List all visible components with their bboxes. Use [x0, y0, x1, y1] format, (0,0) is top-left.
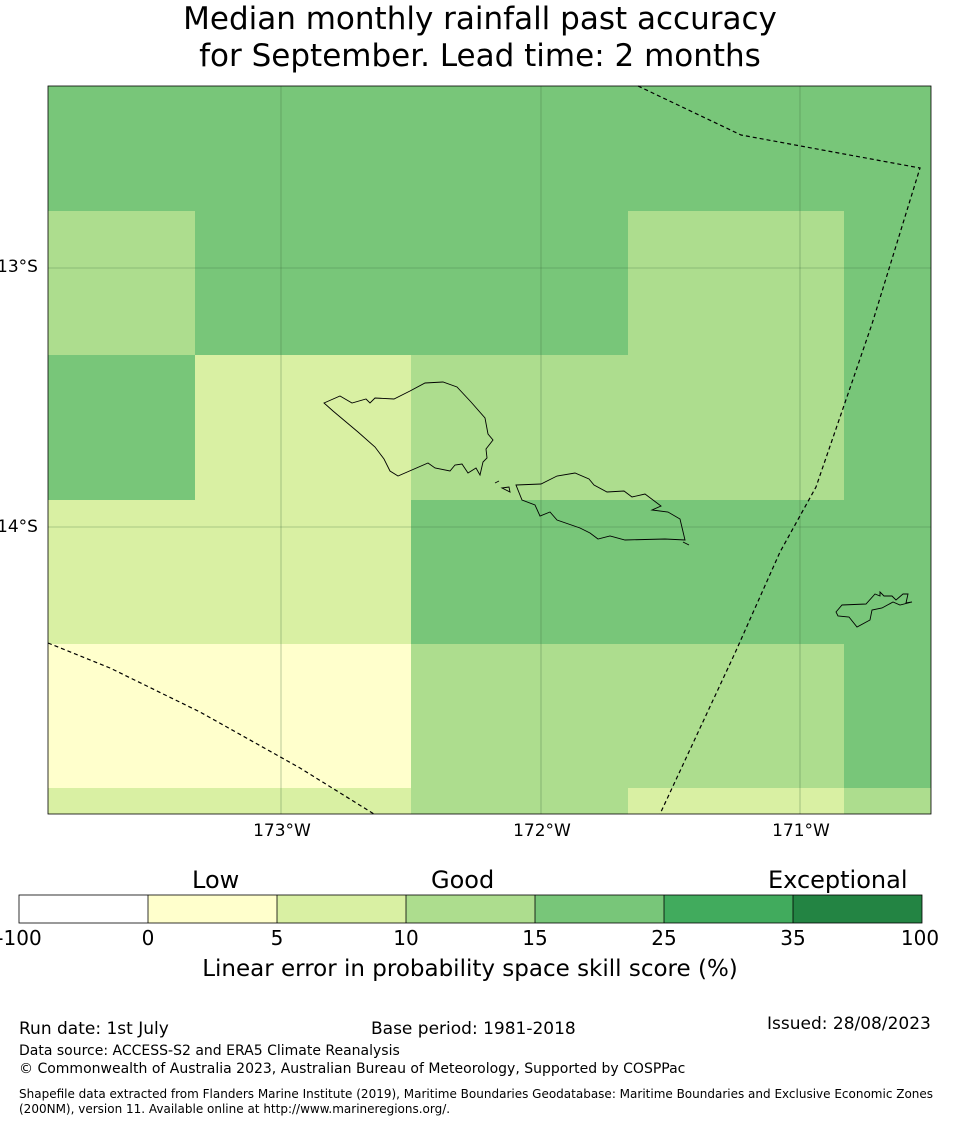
colorbar-tick-label: -100 [0, 926, 42, 950]
colorbar-tick-label: 10 [393, 926, 419, 950]
lon-label-171w: 171°W [772, 821, 830, 841]
colorbar-segment [535, 895, 664, 923]
grid-cell [844, 211, 931, 355]
savaii-island [323, 381, 494, 477]
colorbar-segment [277, 895, 406, 923]
colorbar [18, 894, 923, 924]
colorbar-tick-label: 100 [900, 926, 940, 950]
copyright: © Commonwealth of Australia 2023, Austra… [19, 1061, 686, 1077]
grid-cell [411, 644, 844, 788]
grid-cell [411, 500, 931, 644]
colorbar-tick-label: 5 [270, 926, 284, 950]
colorbar-tick-label: 0 [141, 926, 155, 950]
colorbar-tick-label: 25 [651, 926, 677, 950]
base-period: Base period: 1981-2018 [371, 1019, 576, 1039]
grid-cell [411, 788, 628, 814]
map-title-line-1: Median monthly rainfall past accuracy [183, 1, 777, 37]
grid-cell [48, 355, 195, 500]
colorbar-segment [793, 895, 922, 923]
grid-cell [628, 788, 844, 814]
run-date: Run date: 1st July [19, 1019, 169, 1039]
grid-cell [48, 86, 931, 211]
grid-cell [195, 211, 628, 355]
grid-cell [844, 788, 931, 814]
colorbar-segment [19, 895, 148, 923]
upolu-island [515, 472, 686, 541]
category-label-exceptional: Exceptional [768, 866, 908, 894]
data-source: Data source: ACCESS-S2 and ERA5 Climate … [19, 1043, 400, 1059]
grid-cell [195, 355, 411, 500]
issued-date: Issued: 28/08/2023 [767, 1014, 931, 1034]
islands [323, 381, 913, 628]
colorbar-tick-label: 15 [522, 926, 548, 950]
shapefile-credit: Shapefile data extracted from Flanders M… [19, 1087, 934, 1116]
category-label-good: Good [431, 866, 495, 894]
apolima-islet [494, 480, 500, 484]
colorbar-title: Linear error in probability space skill … [202, 956, 738, 982]
grid-cell [844, 644, 931, 788]
colorbar-segment [148, 895, 277, 923]
grid-cell [411, 355, 844, 500]
colorbar-tick-label: 35 [780, 926, 806, 950]
colorbar-segment [406, 895, 535, 923]
tutuila-island [835, 590, 913, 628]
colorbar-frame [18, 894, 923, 924]
graticule [48, 86, 931, 814]
lat-label-14s: 14°S [0, 517, 38, 537]
category-label-low: Low [192, 866, 240, 894]
grid-cell [48, 788, 411, 814]
lon-label-173w: 173°W [253, 821, 311, 841]
map-title-line-2: for September. Lead time: 2 months [199, 38, 761, 74]
skill-grid [48, 86, 931, 814]
lon-label-172w: 172°W [513, 821, 571, 841]
grid-cell [628, 211, 844, 355]
lat-label-13s: 13°S [0, 257, 38, 277]
grid-cell [48, 211, 195, 355]
upolu-tail [682, 541, 690, 546]
maritime-boundaries [47, 85, 921, 815]
grid-cell [48, 500, 411, 644]
grid-cell [844, 355, 931, 500]
map-frame [47, 85, 932, 815]
manono-islet [500, 486, 511, 493]
colorbar-segment [664, 895, 793, 923]
